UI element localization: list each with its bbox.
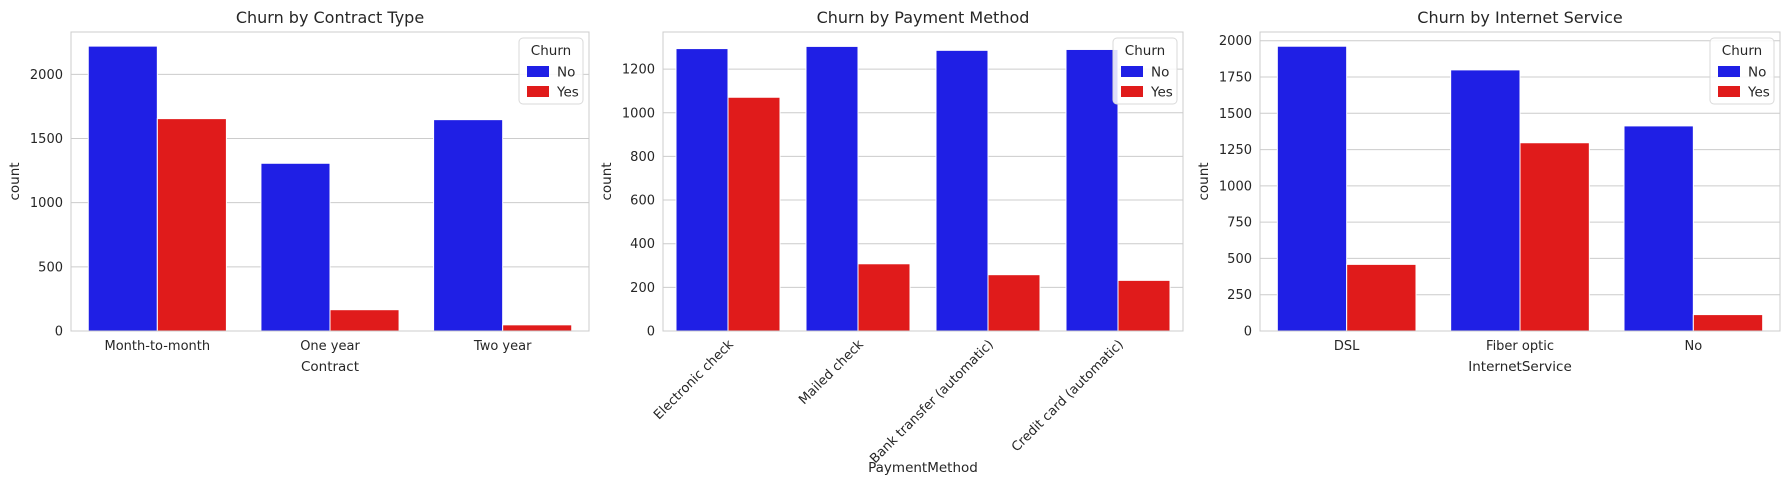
y-tick-label: 500 xyxy=(1227,252,1252,267)
y-tick-label: 250 xyxy=(1227,288,1252,303)
bar-yes-0 xyxy=(1346,263,1417,332)
chart-title: Churn by Internet Service xyxy=(1417,8,1622,27)
chart-title: Churn by Contract Type xyxy=(236,8,424,27)
bar-no-2 xyxy=(1623,125,1694,332)
bar-yes-1 xyxy=(329,309,400,332)
x-tick-label: No xyxy=(1684,339,1702,354)
axes-frame xyxy=(1259,31,1781,332)
bar-no-0 xyxy=(675,48,729,332)
legend-entry: Yes xyxy=(1747,85,1770,101)
y-tick-label: 0 xyxy=(55,325,63,340)
legend-entry: Yes xyxy=(556,85,579,101)
bar-no-1 xyxy=(1450,69,1521,332)
bar-yes-2 xyxy=(502,324,573,332)
x-tick-label: Mailed check xyxy=(796,337,867,408)
legend-title: Churn xyxy=(1125,43,1165,59)
bar-yes-2 xyxy=(1692,314,1764,332)
y-tick-label: 800 xyxy=(630,150,655,165)
y-tick-label: 600 xyxy=(630,194,655,209)
y-tick-label: 1000 xyxy=(30,196,63,211)
legend-swatch-no xyxy=(527,66,549,77)
bar-no-2 xyxy=(935,49,989,332)
chart-title: Churn by Payment Method xyxy=(817,8,1030,27)
bar-yes-1 xyxy=(1519,142,1590,332)
x-tick-label: Bank transfer (automatic) xyxy=(867,337,997,467)
y-tick-label: 1200 xyxy=(622,63,655,78)
y-tick-label: 500 xyxy=(38,260,63,275)
y-axis-label: count xyxy=(1196,162,1212,200)
chart-panel-3: 0 250 500 750 1000 1250 1500 1750 2000 DSL Fiber o… xyxy=(1196,8,1781,375)
x-tick-label: DSL xyxy=(1334,339,1360,354)
y-tick-label: 750 xyxy=(1227,216,1252,231)
legend-entry: No xyxy=(1748,65,1766,81)
bar-yes-0 xyxy=(156,118,227,332)
y-tick-label: 1500 xyxy=(30,132,63,147)
y-axis-label: count xyxy=(7,162,23,200)
bar-yes-0 xyxy=(727,96,781,332)
legend-swatch-yes xyxy=(1718,86,1740,97)
bar-yes-1 xyxy=(857,263,911,332)
x-axis-label: Contract xyxy=(301,359,359,375)
chart-panel-2: 0 200 400 600 800 1000 1200 Electronic check Mai… xyxy=(599,8,1184,476)
legend-swatch-yes xyxy=(527,86,549,97)
x-axis-label: PaymentMethod xyxy=(868,460,978,476)
x-tick-label: Credit card (automatic) xyxy=(1009,337,1127,455)
bar-yes-3 xyxy=(1117,279,1171,332)
bar-no-3 xyxy=(1065,48,1119,332)
legend-title: Churn xyxy=(1722,43,1762,59)
y-tick-label: 2000 xyxy=(30,68,63,83)
legend-swatch-no xyxy=(1718,66,1740,77)
legend: Churn No Yes xyxy=(1112,37,1178,105)
y-tick-label: 1250 xyxy=(1219,143,1252,158)
y-tick-label: 0 xyxy=(647,325,655,340)
x-tick-label: Two year xyxy=(473,339,532,354)
x-axis-label: InternetService xyxy=(1468,359,1572,375)
bar-no-0 xyxy=(87,45,158,332)
x-tick-label: Fiber optic xyxy=(1486,339,1554,354)
legend-title: Churn xyxy=(531,43,571,59)
axes-frame xyxy=(662,31,1184,332)
legend-swatch-no xyxy=(1121,66,1143,77)
bar-no-0 xyxy=(1276,45,1348,332)
legend: Churn No Yes xyxy=(518,37,584,105)
y-tick-label: 200 xyxy=(630,281,655,296)
y-tick-label: 1500 xyxy=(1219,107,1252,122)
bar-no-1 xyxy=(805,45,859,332)
y-tick-label: 1750 xyxy=(1219,70,1252,85)
y-tick-label: 1000 xyxy=(1219,179,1252,194)
x-tick-label: One year xyxy=(300,339,360,354)
legend: Churn No Yes xyxy=(1709,37,1775,105)
legend-swatch-yes xyxy=(1121,86,1143,97)
y-tick-label: 0 xyxy=(1244,325,1252,340)
y-tick-label: 2000 xyxy=(1219,34,1252,49)
legend-entry: Yes xyxy=(1150,85,1173,101)
bar-yes-2 xyxy=(987,274,1041,332)
y-tick-label: 400 xyxy=(630,237,655,252)
axes-frame xyxy=(70,31,590,332)
y-tick-label: 1000 xyxy=(622,106,655,121)
y-axis-label: count xyxy=(599,162,615,200)
bar-no-1 xyxy=(260,162,331,332)
chart-panel-1: 0 500 1000 1500 2000 Month-to-month One year Tw… xyxy=(7,8,590,375)
x-tick-label: Electronic check xyxy=(651,337,737,423)
bar-no-2 xyxy=(433,119,504,332)
x-tick-label: Month-to-month xyxy=(105,339,211,354)
legend-entry: No xyxy=(557,65,575,81)
legend-entry: No xyxy=(1151,65,1169,81)
